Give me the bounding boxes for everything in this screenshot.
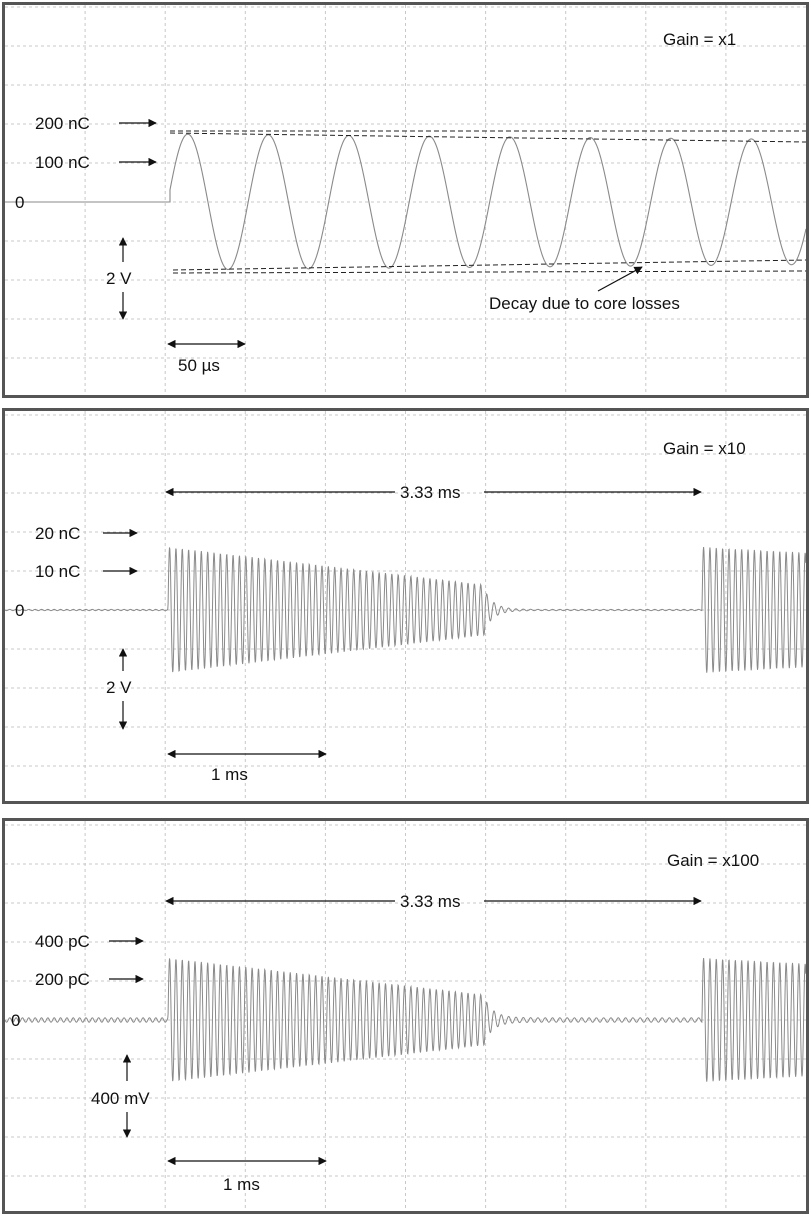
scope-panel-gain-x100: Gain = x100 3.33 ms 400 pC 200 pC 0 400 …	[2, 818, 809, 1214]
level-label-low: 200 pC	[35, 970, 90, 989]
zero-label: 0	[11, 1011, 20, 1030]
time-scale-label: 50 µs	[178, 356, 220, 375]
scope-plot-3: Gain = x100 3.33 ms 400 pC 200 pC 0 400 …	[5, 821, 806, 1211]
decay-envelope-upper-2	[169, 132, 806, 143]
decay-envelope-lower-1	[172, 259, 806, 271]
level-label-low: 10 nC	[35, 562, 80, 581]
waveform-trace	[5, 133, 806, 271]
level-label-high: 200 nC	[35, 114, 90, 133]
scope-panel-gain-x10: Gain = x10 3.33 ms 20 nC 10 nC 0 2 V 1 m…	[2, 408, 809, 804]
zero-label: 0	[15, 193, 24, 212]
gain-label: Gain = x10	[663, 439, 746, 458]
gain-label: Gain = x1	[663, 30, 736, 49]
annotation-arrow	[597, 266, 643, 292]
gain-label: Gain = x100	[667, 851, 759, 870]
level-label-low: 100 nC	[35, 153, 90, 172]
waveform-trace	[5, 958, 806, 1082]
level-label-high: 400 pC	[35, 932, 90, 951]
scope-panel-gain-x1: Gain = x1 200 nC 100 nC 0 2 V 50 µs Deca…	[2, 2, 809, 398]
vertical-scale-label: 2 V	[106, 678, 132, 697]
scope-plot-1: Gain = x1 200 nC 100 nC 0 2 V 50 µs Deca…	[5, 5, 806, 395]
level-label-high: 20 nC	[35, 524, 80, 543]
vertical-scale-label: 2 V	[106, 269, 132, 288]
decay-envelope-lower-2	[172, 270, 806, 274]
period-label: 3.33 ms	[400, 483, 460, 502]
waveform-trace	[5, 547, 806, 673]
scope-plot-2: Gain = x10 3.33 ms 20 nC 10 nC 0 2 V 1 m…	[5, 411, 806, 801]
zero-label: 0	[15, 601, 24, 620]
time-scale-label: 1 ms	[223, 1175, 260, 1194]
period-label: 3.33 ms	[400, 892, 460, 911]
time-scale-label: 1 ms	[211, 765, 248, 784]
vertical-scale-label: 400 mV	[91, 1089, 150, 1108]
annotation-label: Decay due to core losses	[489, 294, 680, 313]
